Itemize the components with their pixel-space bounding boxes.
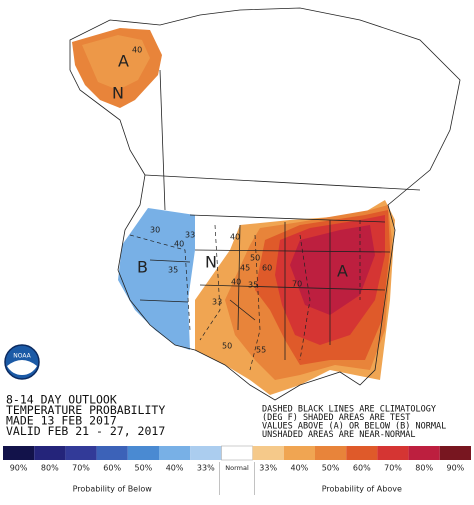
legend-swatch: [346, 446, 378, 460]
legend-above-title: Probability of Above: [322, 485, 402, 494]
legend-label: 50%: [322, 464, 340, 473]
map-label: A: [118, 52, 129, 71]
map-label: 35: [248, 281, 258, 290]
legend-label: 80%: [41, 464, 59, 473]
legend-swatch: [439, 446, 471, 460]
map-label: 60: [262, 264, 272, 273]
map-label: 40: [132, 46, 142, 55]
map-label: 50: [250, 254, 260, 263]
note-line: VALUES ABOVE (A) OR BELOW (B) NORMAL: [262, 422, 446, 432]
logo-wave: [7, 360, 37, 375]
legend-swatch: [34, 446, 66, 460]
logo-text: NOAA: [13, 353, 31, 360]
map-label: 50: [222, 342, 232, 351]
legend-label: 40%: [166, 464, 184, 473]
map-label: N: [205, 253, 217, 272]
legend-swatch: [3, 446, 35, 460]
legend-label: 60%: [353, 464, 371, 473]
legend-swatch: [65, 446, 97, 460]
legend-label: 60%: [103, 464, 121, 473]
map-label: 55: [256, 346, 266, 355]
legend-label: 33%: [259, 464, 277, 473]
note-line: (DEG F) SHADED AREAS ARE TEST: [262, 413, 410, 423]
header-line: TEMPERATURE PROBABILITY: [6, 403, 165, 417]
map-label: 40: [174, 240, 184, 249]
legend-label: 70%: [384, 464, 402, 473]
legend-label: 33%: [197, 464, 215, 473]
legend-swatch: [283, 446, 315, 460]
note-line: DASHED BLACK LINES ARE CLIMATOLOGY: [262, 405, 436, 415]
boundaries: [69, 7, 461, 401]
legend-swatch: [190, 446, 222, 460]
legend-label: 80%: [415, 464, 433, 473]
legend-swatch: [252, 446, 284, 460]
legend-swatch: [96, 446, 128, 460]
map-label: A: [337, 262, 348, 281]
legend-swatch: [159, 446, 191, 460]
map-label: 30: [150, 226, 160, 235]
east-above-80: [290, 225, 375, 315]
legend-label: 40%: [291, 464, 309, 473]
legend-swatch: [377, 446, 409, 460]
legend-normal: Normal: [225, 464, 249, 472]
legend-label: 90%: [10, 464, 28, 473]
climatology-lines: [129, 220, 361, 371]
alaska-above-inner: [82, 35, 150, 90]
legend-swatch: [127, 446, 159, 460]
map-label: 40: [231, 278, 241, 287]
legend-label: 50%: [135, 464, 153, 473]
map-label: 45: [240, 264, 250, 273]
note-line: UNSHADED AREAS ARE NEAR-NORMAL: [262, 430, 416, 440]
legend-swatch: [408, 446, 440, 460]
legend-label: 90%: [447, 464, 465, 473]
map-label: 35: [168, 266, 178, 275]
header-line: 8-14 DAY OUTLOOK: [6, 393, 117, 407]
legend-swatch: [221, 445, 253, 461]
legend-below-title: Probability of Below: [73, 485, 153, 494]
header-line: VALID FEB 21 - 27, 2017: [6, 424, 165, 438]
map-label: 33: [185, 231, 195, 240]
west-below: [118, 208, 195, 350]
map-label: 33: [212, 298, 222, 307]
header-line: MADE 13 FEB 2017: [6, 414, 117, 428]
map-label: 70: [292, 280, 302, 289]
legend-swatch: [315, 446, 347, 460]
map-label: B: [137, 258, 148, 277]
legend-label: 70%: [72, 464, 90, 473]
map-label: N: [112, 84, 124, 103]
map-label: 40: [230, 233, 240, 242]
